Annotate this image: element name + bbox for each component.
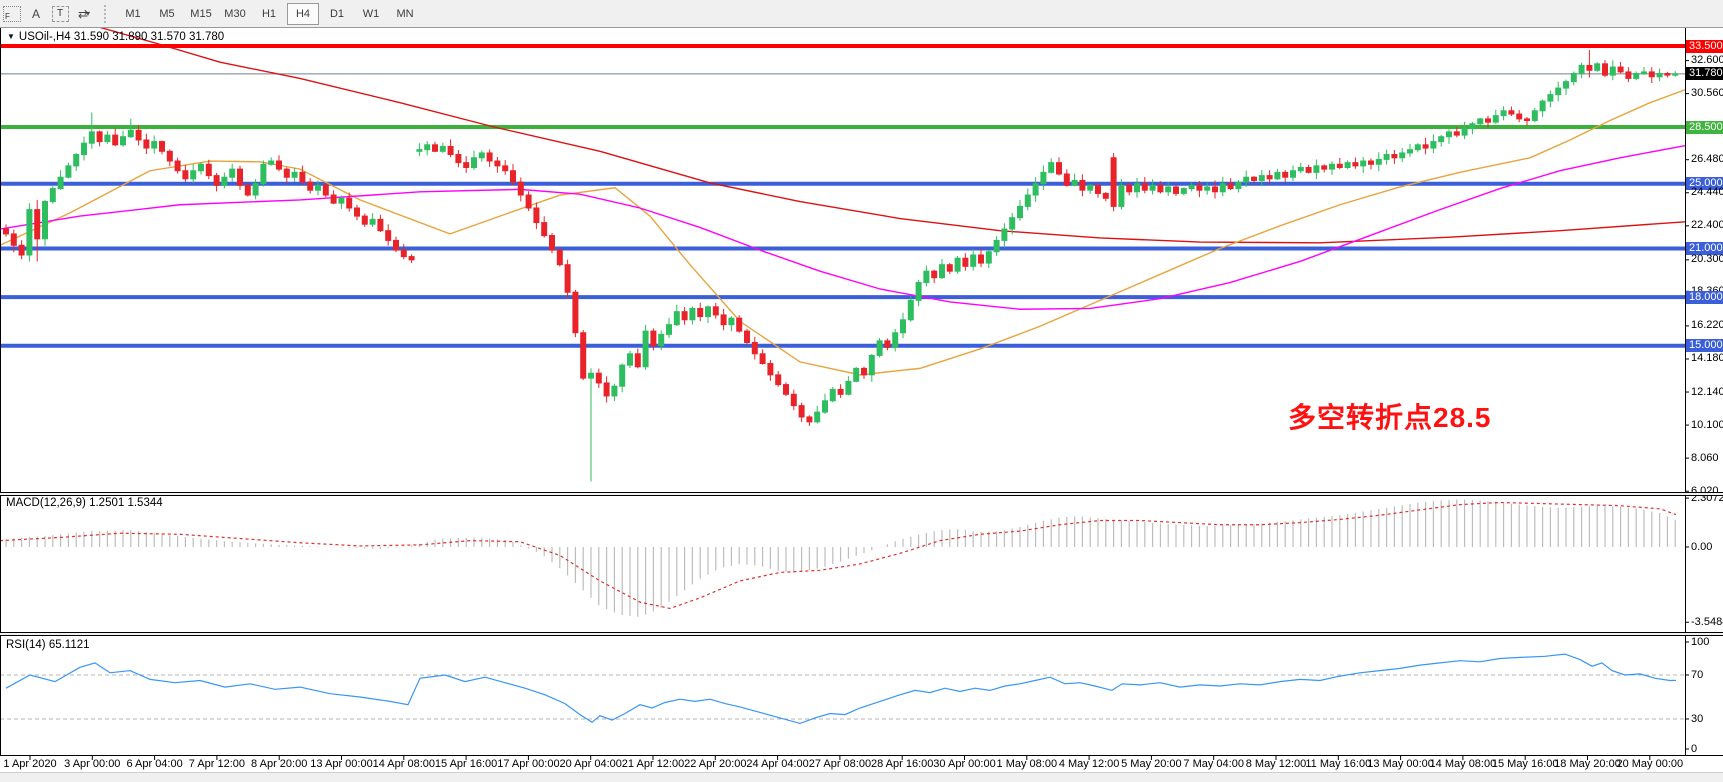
timeframe-button-h1[interactable]: H1 bbox=[261, 7, 277, 20]
arrow-objects-icon[interactable]: ⇄ ▾ bbox=[77, 6, 91, 21]
price-tick-label: 8.060 bbox=[1691, 451, 1719, 464]
time-tick-label: 3 Apr 00:00 bbox=[64, 758, 121, 770]
rsi-tick-label: 70 bbox=[1691, 668, 1704, 681]
timeframe-button-m1[interactable]: M1 bbox=[125, 7, 141, 20]
window-bottom-strip bbox=[0, 772, 1723, 782]
time-tick-label: 15 May 16:00 bbox=[1491, 758, 1559, 770]
ma-magenta-line bbox=[0, 144, 1685, 310]
time-tick-label: 17 Apr 00:00 bbox=[497, 758, 560, 770]
timeframe-buttons: M1 M5 M15 M30 H1 H4 D1 W1 MN bbox=[116, 2, 422, 25]
level-price-badge: 28.500 bbox=[1686, 120, 1723, 134]
time-tick-label: 13 Apr 00:00 bbox=[310, 758, 373, 770]
time-tick-label: 7 May 04:00 bbox=[1183, 758, 1244, 770]
level-price-badge: 15.000 bbox=[1686, 339, 1723, 353]
time-tick-label: 5 May 20:00 bbox=[1121, 758, 1182, 770]
timeframe-button-mn[interactable]: MN bbox=[396, 7, 414, 20]
time-tick-label: 22 Apr 20:00 bbox=[684, 758, 747, 770]
rsi-panel-resizer[interactable] bbox=[0, 632, 1723, 636]
time-tick-label: 11 May 16:00 bbox=[1305, 758, 1372, 770]
ma-orange-line bbox=[0, 89, 1685, 376]
level-price-badge: 21.000 bbox=[1686, 242, 1723, 255]
text-label-icon[interactable]: A bbox=[31, 6, 40, 21]
toolbar-drag-handle[interactable] bbox=[104, 4, 112, 23]
time-tick-label: 14 Apr 08:00 bbox=[372, 758, 435, 770]
timeframe-button-m5[interactable]: M5 bbox=[159, 7, 175, 20]
price-tick-label: 12.140 bbox=[1691, 385, 1723, 398]
collapse-triangle-icon[interactable]: ▼ bbox=[7, 32, 15, 41]
main-chart-layer bbox=[0, 28, 1685, 482]
timeframe-button-h4[interactable]: H4 bbox=[287, 2, 319, 25]
price-tick-label: 24.440 bbox=[1691, 186, 1723, 199]
price-tick-label: 16.220 bbox=[1691, 319, 1723, 332]
rsi-tick-label: 0 bbox=[1691, 742, 1698, 755]
rsi-tick-label: 30 bbox=[1691, 712, 1704, 725]
objects-list-icon[interactable]: F bbox=[1, 4, 23, 24]
macd-header: MACD(12,26,9) 1.2501 1.5344 bbox=[6, 497, 163, 509]
price-tick-label: 22.400 bbox=[1691, 219, 1723, 232]
time-tick-label: 20 Apr 04:00 bbox=[559, 758, 622, 770]
time-tick-label: 8 Apr 20:00 bbox=[251, 758, 308, 770]
dropdown-caret-icon[interactable]: ▾ bbox=[86, 9, 91, 18]
macd-tick-label: -3.5484 bbox=[1691, 615, 1723, 628]
price-tick-label: 30.560 bbox=[1691, 87, 1723, 100]
time-tick-label: 1 May 08:00 bbox=[996, 758, 1058, 770]
candles-layer bbox=[3, 50, 1679, 482]
time-tick-label: 8 May 12:00 bbox=[1245, 758, 1307, 770]
rsi-line bbox=[5, 653, 1677, 725]
macd-layer bbox=[0, 499, 1677, 617]
price-tick-label: 10.100 bbox=[1691, 418, 1723, 431]
time-tick-label: 6 Apr 04:00 bbox=[126, 758, 183, 770]
text-object-icon[interactable]: T bbox=[49, 4, 71, 24]
macd-panel-resizer[interactable] bbox=[0, 492, 1723, 496]
time-tick-label: 15 Apr 16:00 bbox=[434, 758, 498, 770]
time-tick-label: 14 May 08:00 bbox=[1429, 758, 1497, 770]
timeframe-button-m15[interactable]: M15 bbox=[190, 7, 212, 20]
macd-tick-label: 0.00 bbox=[1691, 540, 1713, 553]
macd-histogram bbox=[5, 499, 1676, 617]
level-price-badge: 25.000 bbox=[1686, 177, 1723, 191]
macd-signal-line bbox=[0, 501, 1677, 610]
level-price-badge: 33.500 bbox=[1686, 39, 1723, 53]
time-tick-label: 24 Apr 04:00 bbox=[746, 758, 809, 770]
timeframe-button-d1[interactable]: D1 bbox=[329, 7, 345, 20]
rsi-layer bbox=[0, 653, 1685, 725]
timeframe-button-w1[interactable]: W1 bbox=[362, 7, 380, 20]
time-tick-label: 4 May 12:00 bbox=[1058, 758, 1120, 770]
toolbar: F A T ⇄ ▾ M1 M5 M15 M30 H1 H4 D1 W1 MN bbox=[0, 0, 1723, 28]
chart-paper[interactable] bbox=[0, 27, 1723, 772]
time-tick-label: 27 Apr 08:00 bbox=[808, 758, 872, 770]
price-tick-label: 26.480 bbox=[1691, 153, 1723, 166]
time-tick-label: 13 May 00:00 bbox=[1367, 758, 1434, 770]
time-tick-label: 21 Apr 12:00 bbox=[621, 758, 685, 770]
rsi-tick-label: 100 bbox=[1691, 635, 1710, 648]
ma-red-line bbox=[99, 28, 1685, 244]
time-tick-label: 1 Apr 2020 bbox=[3, 758, 57, 770]
time-tick-label: 7 Apr 12:00 bbox=[188, 758, 246, 770]
time-tick-label: 18 May 20:00 bbox=[1554, 758, 1621, 770]
axes-layer bbox=[0, 27, 1723, 760]
time-tick-label: 20 May 00:00 bbox=[1616, 758, 1684, 770]
price-tick-label: 14.180 bbox=[1691, 352, 1723, 365]
current-price-badge: 31.780 bbox=[1686, 67, 1723, 81]
level-price-badge: 18.000 bbox=[1686, 290, 1723, 304]
time-tick-label: 28 Apr 16:00 bbox=[870, 758, 934, 770]
chart-ohlc-header: ▼ USOil-,H4 31.590 31.890 31.570 31.780 bbox=[7, 31, 225, 43]
timeframe-button-m30[interactable]: M30 bbox=[224, 7, 246, 20]
price-tick-label: 20.300 bbox=[1691, 253, 1723, 266]
chart-annotation-text: 多空转折点28.5 bbox=[1288, 402, 1492, 433]
rsi-header: RSI(14) 65.1121 bbox=[6, 639, 90, 651]
price-tick-label: 32.600 bbox=[1691, 54, 1723, 67]
time-tick-label: 30 Apr 00:00 bbox=[933, 758, 996, 770]
